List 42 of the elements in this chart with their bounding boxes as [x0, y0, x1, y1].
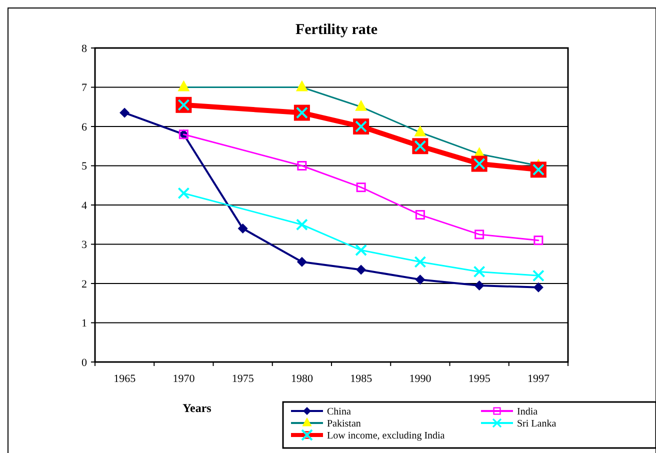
legend-label: Sri Lanka — [517, 418, 557, 430]
y-tick-label: 7 — [82, 82, 88, 94]
chart-title: Fertility rate — [295, 22, 378, 38]
point — [297, 161, 307, 170]
y-tick-label: 4 — [82, 200, 88, 212]
point — [355, 244, 368, 256]
point — [120, 108, 130, 118]
legend-label: India — [517, 406, 538, 418]
legend-label: Pakistan — [327, 418, 361, 430]
y-tick-label: 2 — [82, 278, 87, 290]
point — [415, 274, 426, 285]
point — [296, 256, 307, 267]
y-tick-label: 8 — [82, 42, 88, 55]
x-tick-label: 1985 — [350, 373, 373, 385]
point — [238, 224, 248, 234]
legend-label: Low income, excluding India — [327, 430, 446, 442]
point — [532, 270, 544, 282]
x-tick-label: 1990 — [409, 373, 432, 385]
x-tick-label: 1970 — [172, 373, 196, 385]
legend-label: China — [327, 406, 352, 418]
y-tick-label: 6 — [82, 121, 88, 134]
y-tick-label: 0 — [82, 356, 88, 369]
point — [415, 210, 425, 220]
point — [296, 218, 308, 231]
point — [534, 236, 544, 246]
x-tick-label: 1975 — [232, 373, 254, 385]
point — [178, 187, 190, 200]
point — [533, 282, 544, 292]
point — [414, 256, 426, 268]
x-tick-label: 1965 — [114, 373, 136, 385]
x-tick-label: 1997 — [527, 373, 550, 385]
x-tick-label: 1980 — [290, 373, 314, 385]
x-axis-title: Years — [182, 401, 212, 415]
point — [356, 264, 366, 275]
point — [473, 266, 486, 278]
y-tick-label: 1 — [82, 318, 87, 330]
y-tick-label: 3 — [82, 239, 88, 252]
point — [474, 230, 484, 240]
point — [474, 280, 484, 290]
x-tick-label: 1995 — [468, 373, 491, 385]
y-tick-label: 5 — [82, 160, 88, 173]
point — [356, 182, 366, 192]
